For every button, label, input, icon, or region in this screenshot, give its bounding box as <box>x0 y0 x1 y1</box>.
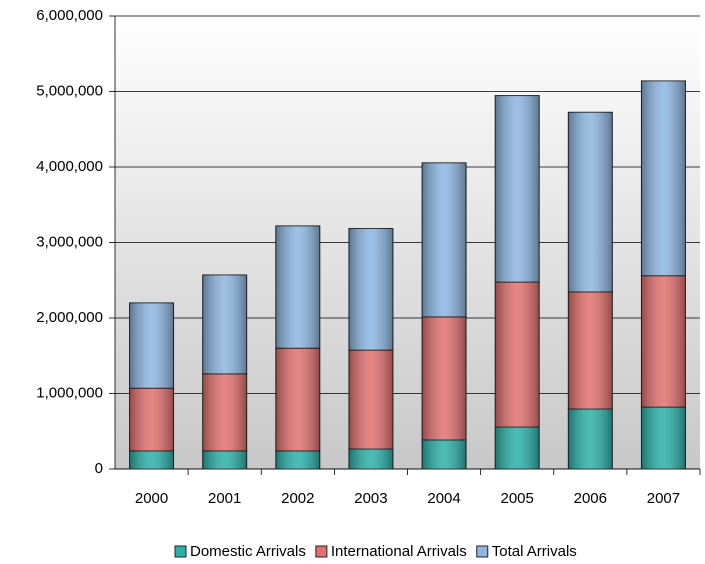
bar-shade <box>495 282 540 428</box>
bar-shade <box>348 228 393 351</box>
bar-shade <box>129 388 174 451</box>
bar-shade <box>568 408 613 469</box>
bar-shade <box>275 450 320 469</box>
legend-label: Domestic Arrivals <box>190 543 306 560</box>
y-tick-label: 1,000,000 <box>36 384 103 401</box>
x-tick-label: 2003 <box>354 490 387 507</box>
legend-swatch <box>476 545 489 558</box>
x-tick-label: 2000 <box>135 490 168 507</box>
x-tick-label: 2007 <box>647 490 680 507</box>
legend-label: Total Arrivals <box>492 543 577 560</box>
bar-shade <box>568 291 613 409</box>
bar-shade <box>495 427 540 469</box>
x-tick-label: 2006 <box>574 490 607 507</box>
y-tick-label: 5,000,000 <box>36 82 103 99</box>
bar-shade <box>641 80 686 276</box>
bar-shade <box>641 275 686 408</box>
legend-swatch <box>174 545 187 558</box>
bar-shade <box>275 225 320 349</box>
bar-shade <box>348 350 393 449</box>
x-tick-label: 2005 <box>501 490 534 507</box>
y-tick-label: 4,000,000 <box>36 158 103 175</box>
bar-shade <box>422 439 467 469</box>
y-tick-label: 2,000,000 <box>36 309 103 326</box>
x-tick-label: 2004 <box>427 490 460 507</box>
x-tick-label: 2002 <box>281 490 314 507</box>
bar-shade <box>641 407 686 469</box>
x-tick-label: 2001 <box>208 490 241 507</box>
y-tick-label: 3,000,000 <box>36 233 103 250</box>
bar-shade <box>275 348 320 451</box>
legend-label: International Arrivals <box>331 543 467 560</box>
bar-shade <box>422 162 467 317</box>
bar-shade <box>202 274 247 374</box>
bar-shade <box>568 112 613 292</box>
bar-shade <box>129 302 174 389</box>
bar-shade <box>422 316 467 440</box>
legend-swatch <box>315 545 328 558</box>
bar-shade <box>202 373 247 451</box>
y-tick-label: 0 <box>95 460 103 477</box>
bar-shade <box>129 450 174 469</box>
bar-shade <box>495 95 540 283</box>
y-tick-label: 6,000,000 <box>36 7 103 24</box>
bar-shade <box>202 450 247 469</box>
bar-shade <box>348 448 393 469</box>
